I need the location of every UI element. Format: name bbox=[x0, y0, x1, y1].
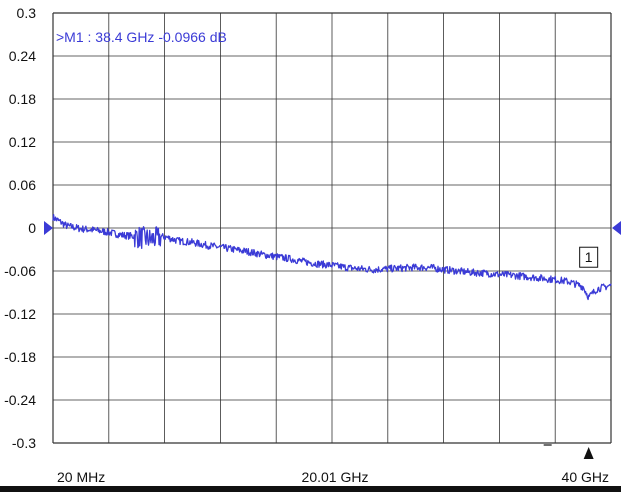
y-axis-tick-labels: 0.3 0.24 0.18 0.12 0.06 0 -0.06 -0.12 -0.18 -0.24… bbox=[4, 5, 36, 451]
y-tick-label: -0.12 bbox=[4, 306, 36, 322]
reference-level-arrows bbox=[44, 221, 621, 235]
plot-grid bbox=[52, 12, 612, 444]
y-tick-label: -0.06 bbox=[4, 263, 36, 279]
x-tick-label: 20 MHz bbox=[57, 469, 105, 485]
marker-1[interactable]: 1 bbox=[543, 246, 599, 459]
x-tick-label: 20.01 GHz bbox=[302, 469, 369, 485]
x-tick-label: 40 GHz bbox=[562, 469, 609, 485]
reference-arrow-right bbox=[612, 221, 621, 235]
y-tick-label: 0.3 bbox=[17, 5, 37, 21]
y-tick-label: 0.18 bbox=[9, 91, 36, 107]
marker-position-triangle bbox=[583, 447, 594, 459]
y-tick-label: 0.12 bbox=[9, 134, 36, 150]
y-tick-label: 0.24 bbox=[9, 48, 36, 64]
bottom-border bbox=[0, 486, 621, 492]
y-tick-label: -0.18 bbox=[4, 349, 36, 365]
marker-readout: >M1 : 38.4 GHz -0.0966 dB bbox=[56, 29, 227, 45]
marker-label-text: 1 bbox=[585, 249, 593, 265]
y-tick-label: -0.3 bbox=[12, 435, 36, 451]
x-axis-tick-labels: 20 MHz 20.01 GHz 40 GHz bbox=[57, 469, 609, 485]
y-tick-label: -0.24 bbox=[4, 392, 36, 408]
s21-trace-line bbox=[52, 213, 612, 301]
marker-label-box bbox=[579, 246, 599, 268]
y-tick-label: 0.06 bbox=[9, 177, 36, 193]
reference-arrow-left bbox=[44, 221, 53, 235]
y-tick-label: 0 bbox=[28, 220, 36, 236]
